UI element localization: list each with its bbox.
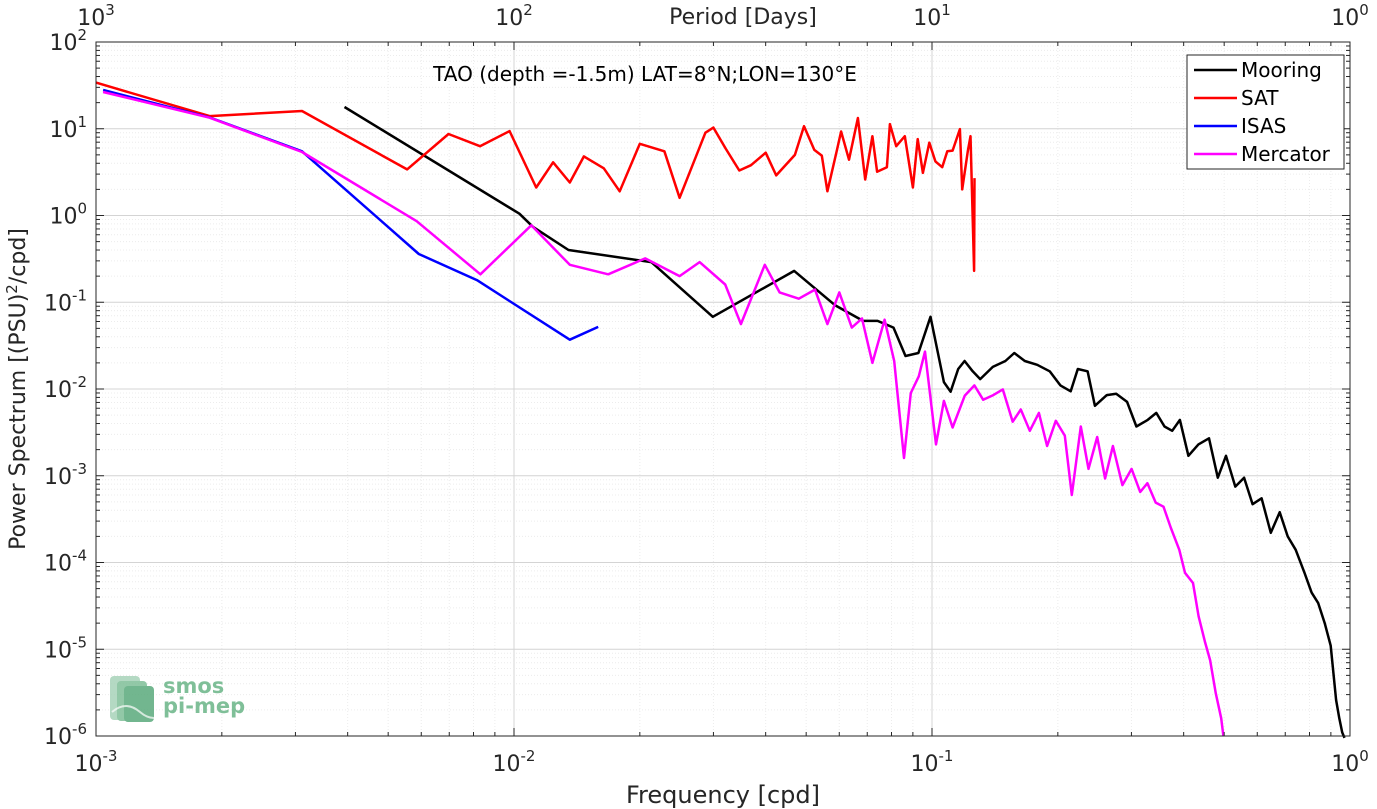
y-tick-label: 10-1	[44, 286, 87, 316]
y-tick-label: 101	[49, 113, 87, 143]
legend-entries: Mooring SAT ISAS Mercator	[1194, 58, 1331, 166]
x-tick-label: 10-2	[493, 747, 536, 777]
y-tick-label: 10-6	[44, 720, 87, 750]
x-axis-label: Frequency [cpd]	[626, 781, 820, 809]
top-x-tick-label: 103	[77, 1, 115, 31]
x-tick-label: 10-1	[911, 747, 954, 777]
series-line-mooring	[343, 105, 1346, 739]
y-tick-label: 100	[49, 200, 87, 230]
x-tick-label: 100	[1331, 747, 1369, 777]
series-line-sat	[95, 81, 976, 273]
chart-title: TAO (depth =-1.5m) LAT=8°N;LON=130°E	[432, 62, 857, 86]
grid-lines	[96, 42, 1350, 736]
legend-box	[1186, 54, 1345, 170]
top-x-tick-label: 101	[913, 1, 951, 31]
y-tick-label: 10-5	[44, 633, 87, 663]
y-tick-label: 10-3	[44, 460, 87, 490]
legend-label-sat: SAT	[1241, 86, 1279, 110]
y-tick-label: 10-2	[44, 373, 87, 403]
top-x-tick-label: 100	[1331, 1, 1369, 31]
legend-label-mercator: Mercator	[1241, 142, 1331, 166]
legend: Mooring SAT ISAS Mercator	[1186, 54, 1345, 170]
top-x-axis-label: Period [Days]	[669, 5, 817, 30]
y-tick-label: 102	[49, 26, 87, 56]
logo-text-smos: smos	[163, 674, 224, 698]
logo-text-pi-mep: pi-mep	[163, 694, 245, 718]
y-tick-label: 10-4	[44, 547, 87, 577]
left-tick-labels: 10-6 10-5 10-4 10-3 10-2 10-1 100 101 102	[44, 26, 87, 750]
top-tick-labels: 103 102 101 100	[77, 1, 1369, 31]
bottom-tick-labels: 10-3 10-2 10-1 100	[75, 747, 1369, 777]
series-line-mercator	[102, 90, 1225, 737]
smos-pi-mep-logo: smos pi-mep	[110, 674, 245, 722]
legend-label-mooring: Mooring	[1241, 58, 1322, 82]
top-x-tick-label: 102	[495, 1, 533, 31]
x-tick-label: 10-3	[75, 747, 118, 777]
logo-mark-icon	[110, 676, 169, 722]
legend-label-isas: ISAS	[1241, 114, 1286, 138]
y-axis-label: Power Spectrum [(PSU)2/cpd]	[3, 228, 31, 550]
series-lines	[95, 81, 1346, 739]
axis-ticks	[95, 41, 1351, 737]
